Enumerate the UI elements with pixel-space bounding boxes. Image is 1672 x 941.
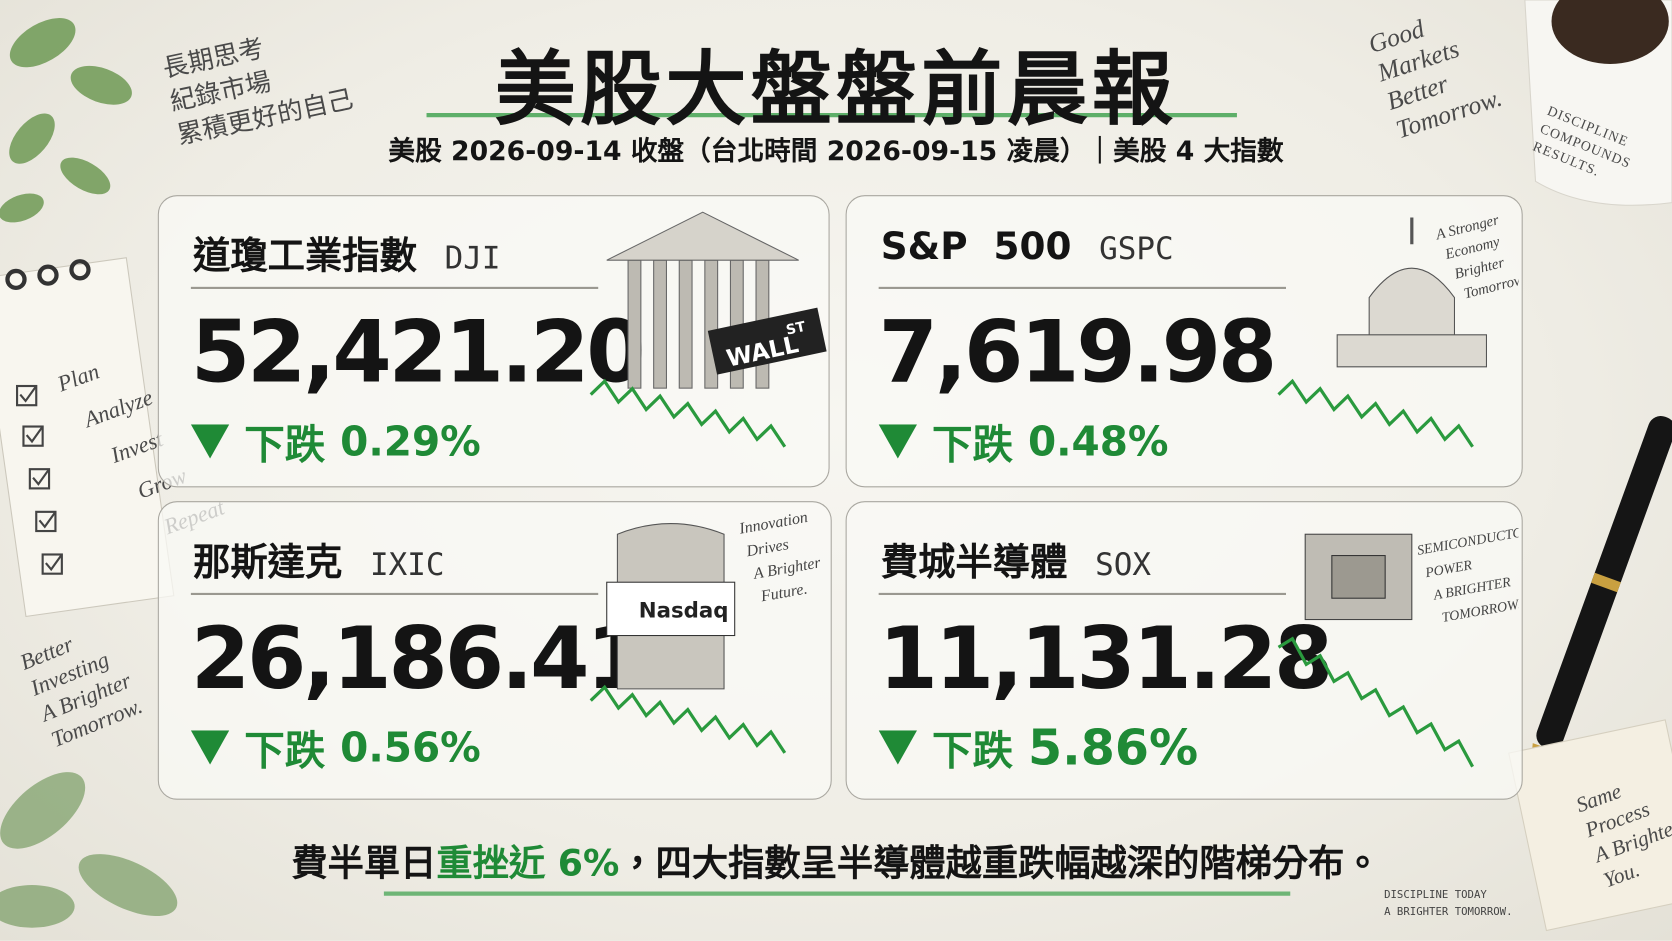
index-name: 那斯達克 IXIC: [193, 532, 445, 586]
footer-text: ，四大指數呈半導體越重跌幅越深的階梯分布。: [619, 842, 1381, 886]
index-name: 道瓊工業指數 DJI: [193, 226, 501, 280]
down-arrow-shape: [878, 423, 918, 458]
art-note: TOMORROW.: [1441, 596, 1519, 625]
sign-text: Nasdaq: [639, 598, 729, 623]
title: 美股大盤盤前晨報: [494, 41, 1178, 137]
index-code: IXIC: [370, 545, 445, 583]
index-name: 費城半導體 SOX: [881, 532, 1151, 586]
direction: 下跌: [244, 421, 326, 469]
divider: [190, 286, 599, 289]
art-note: POWER: [1423, 557, 1473, 580]
index-value: 7,619.98: [878, 302, 1278, 403]
art-note: A BRIGHTER: [1431, 574, 1512, 603]
trend-line: [589, 684, 787, 754]
footer-highlight: 重挫近 6%: [436, 842, 620, 886]
art: [627, 259, 642, 389]
direction: 下跌: [931, 727, 1014, 775]
index-value: 11,131.28: [878, 608, 1334, 709]
art: [606, 211, 799, 261]
tagline: DISCIPLINE TODAY A BRIGHTER TOMORROW.: [1384, 887, 1512, 921]
art: [704, 259, 719, 389]
change-percent: 0.29%: [340, 417, 481, 465]
index-card: 費城半導體 SOX 11,131.28 下跌 5.86% SEMICONDUCTORS PO…: [845, 501, 1523, 800]
sign-text: ST: [785, 319, 808, 339]
change-percent: 0.56%: [340, 723, 481, 771]
art-note: Drives: [744, 536, 790, 560]
index-change: 下跌 5.86%: [878, 718, 1199, 777]
subtitle: 美股 2026-09-14 收盤（台北時間 2026-09-15 凌晨）｜美股 …: [388, 135, 1284, 167]
divider: [878, 286, 1286, 289]
footer: 費半單日重挫近 6%，四大指數呈半導體越重跌幅越深的階梯分布。: [0, 834, 1672, 886]
index-card: 道瓊工業指數 DJI 52,421.20 下跌 0.29% WALL ST: [157, 195, 830, 488]
art: [1331, 555, 1386, 599]
index-value: 52,421.20: [190, 302, 646, 403]
index-name: S&P 500 GSPC: [881, 226, 1174, 269]
index-card: S&P 500 GSPC 7,619.98 下跌 0.48% A Stronger Econ…: [845, 195, 1523, 488]
down-arrow-shape: [190, 729, 230, 765]
index-change: 下跌 0.56%: [190, 718, 481, 777]
trend-line: [589, 378, 787, 448]
tagline-line: A BRIGHTER TOMORROW.: [1384, 906, 1513, 919]
tagline-line: DISCIPLINE TODAY: [1384, 889, 1487, 902]
divider: [878, 592, 1286, 595]
index-name-text: 那斯達克: [193, 541, 343, 585]
art-note: Future.: [759, 580, 809, 605]
down-arrow: [878, 729, 918, 765]
change-percent: 5.86%: [1027, 718, 1199, 776]
divider: [190, 592, 599, 595]
index-change: 下跌 0.29%: [190, 412, 481, 471]
index-name-text: S&P 500: [880, 226, 1072, 269]
change-percent: 0.48%: [1027, 417, 1169, 465]
index-name-text: 費城半導體: [880, 541, 1068, 585]
index-card: 那斯達克 IXIC 26,186.41 下跌 0.56% Nasdaq Innovation…: [157, 501, 832, 800]
art: [678, 259, 693, 389]
art: [1336, 267, 1487, 368]
trend-line: [1277, 378, 1474, 448]
trend-line: [1277, 636, 1475, 768]
art: [606, 581, 736, 637]
footer-text: 費半單日: [291, 842, 437, 886]
index-name-text: 道瓊工業指數: [193, 235, 417, 279]
art-note: A Brighter: [751, 554, 822, 583]
index-code: SOX: [1095, 545, 1152, 583]
index-code: GSPC: [1099, 230, 1174, 267]
art-note: SEMICONDUCTORS: [1416, 522, 1519, 558]
index-code: DJI: [444, 239, 501, 277]
direction: 下跌: [244, 727, 326, 775]
index-change: 下跌 0.48%: [878, 412, 1169, 471]
art: [707, 307, 827, 375]
down-arrow-shape: [190, 423, 230, 458]
art-note: Innovation: [737, 509, 809, 538]
art: [653, 259, 667, 389]
index-value: 26,186.41: [190, 608, 646, 709]
down-arrow: [190, 423, 230, 458]
down-arrow: [878, 423, 918, 458]
direction: 下跌: [931, 421, 1014, 469]
down-arrow: [190, 729, 230, 765]
down-arrow-shape: [878, 729, 918, 765]
